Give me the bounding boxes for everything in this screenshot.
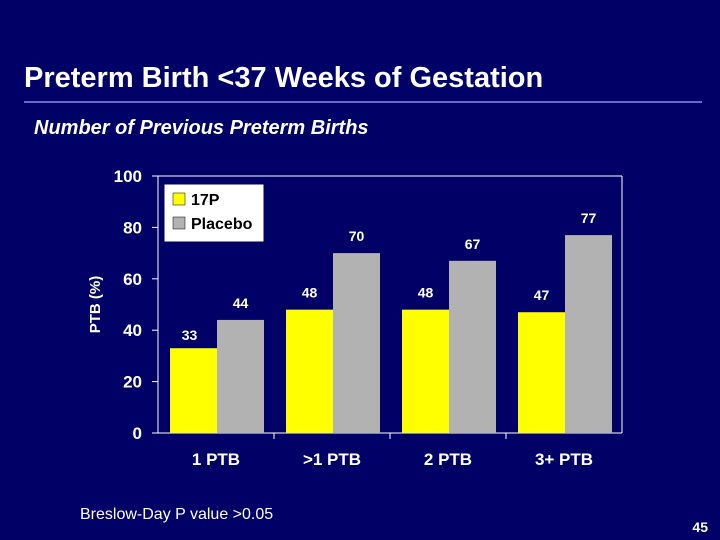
bar-placebo-4 [565, 235, 612, 433]
y-tick-label: 20 [123, 373, 142, 392]
data-label: 44 [233, 295, 249, 311]
title-divider [24, 101, 702, 103]
y-tick-label: 0 [133, 424, 142, 443]
y-axis-label: PTB (%) [87, 276, 104, 334]
x-tick-label: 3+ PTB [535, 450, 593, 469]
bar-placebo-3 [449, 260, 496, 433]
bar-17p-3 [402, 309, 449, 433]
slide-subtitle: Number of Previous Preterm Births [34, 117, 369, 139]
data-label: 77 [581, 210, 597, 226]
y-tick-label: 60 [123, 270, 142, 289]
data-label: 70 [349, 228, 365, 244]
x-tick-label: 1 PTB [192, 450, 240, 469]
x-tick-label: >1 PTB [303, 450, 361, 469]
page-number: 45 [692, 519, 708, 535]
slide-title: Preterm Birth <37 Weeks of Gestation [24, 62, 544, 94]
data-label: 48 [418, 285, 434, 301]
footnote: Breslow-Day P value >0.05 [80, 506, 274, 523]
data-label: 33 [182, 327, 198, 343]
bar-17p-4 [518, 312, 565, 433]
legend-swatch [172, 192, 186, 206]
y-tick-label: 40 [123, 321, 142, 340]
legend-swatch [172, 216, 186, 230]
y-tick-label: 80 [123, 218, 142, 237]
bar-placebo-1 [217, 319, 264, 433]
data-label: 47 [534, 287, 550, 303]
legend-label: 17P [191, 192, 220, 209]
bar-placebo-2 [333, 253, 380, 433]
bar-17p-2 [286, 309, 333, 433]
data-label: 48 [302, 285, 318, 301]
data-label: 67 [465, 236, 481, 252]
x-tick-label: 2 PTB [424, 450, 472, 469]
legend-label: Placebo [191, 216, 253, 233]
y-tick-label: 100 [114, 167, 142, 186]
bar-17p-1 [170, 348, 217, 433]
